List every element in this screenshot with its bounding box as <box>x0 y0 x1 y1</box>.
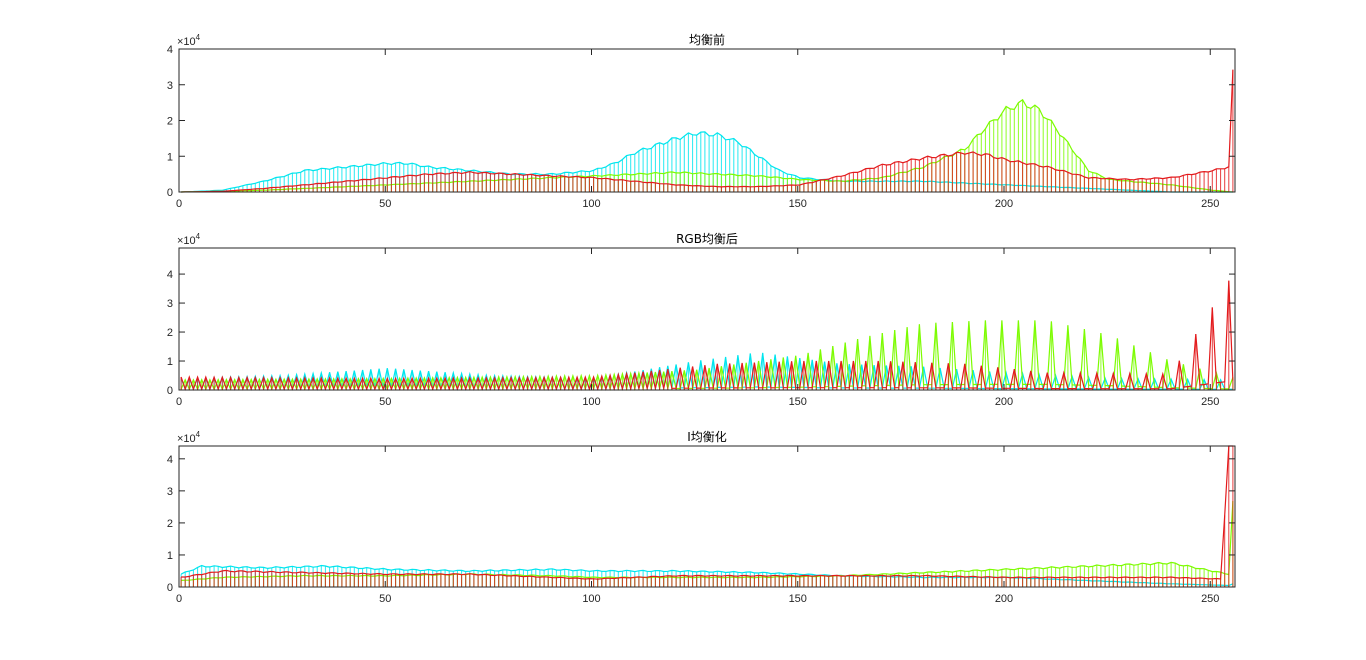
series-line <box>181 69 1234 193</box>
y-exponent-label: ×104 <box>177 430 201 445</box>
series-line <box>181 445 1233 580</box>
series-line <box>180 564 1234 587</box>
x-tick-label: 200 <box>995 198 1013 210</box>
series-line <box>181 500 1234 581</box>
y-tick-label: 2 <box>167 518 173 530</box>
x-tick-label: 100 <box>582 396 600 408</box>
y-exponent-label: ×104 <box>177 33 201 48</box>
series-line <box>180 352 1233 392</box>
y-tick-label: 1 <box>167 356 173 368</box>
y-tick-label: 1 <box>167 151 173 163</box>
series-3 <box>181 69 1234 193</box>
y-tick-label: 4 <box>167 44 173 56</box>
y-tick-label: 3 <box>167 80 173 92</box>
series-line <box>180 280 1234 391</box>
x-tick-label: 150 <box>789 198 807 210</box>
series-line <box>181 131 1233 193</box>
y-tick-label: 1 <box>167 550 173 562</box>
axes-title: 均衡前 <box>689 32 725 47</box>
x-tick-label: 200 <box>995 396 1013 408</box>
y-tick-label: 0 <box>167 385 173 397</box>
series-stems <box>180 446 1234 587</box>
y-tick-label: 4 <box>167 454 173 466</box>
x-tick-label: 0 <box>176 593 182 605</box>
y-tick-label: 3 <box>167 486 173 498</box>
y-exponent-power: 4 <box>196 232 201 241</box>
x-tick-label: 150 <box>789 593 807 605</box>
axes-box <box>178 247 1236 391</box>
y-tick-label: 4 <box>167 269 173 281</box>
x-tick-label: 100 <box>582 198 600 210</box>
x-tick-label: 50 <box>379 396 391 408</box>
y-exponent-label: ×104 <box>177 232 201 247</box>
x-tick-label: 50 <box>379 198 391 210</box>
y-tick-label: 3 <box>167 298 173 310</box>
y-tick-label: 2 <box>167 327 173 339</box>
y-tick-label: 0 <box>167 582 173 594</box>
series-3 <box>180 445 1234 587</box>
axes-title: RGB均衡后 <box>676 232 738 246</box>
x-tick-label: 50 <box>379 593 391 605</box>
x-tick-label: 0 <box>176 396 182 408</box>
y-tick-label: 0 <box>167 187 173 199</box>
axes-title: I均衡化 <box>687 430 727 444</box>
y-exponent-power: 4 <box>196 430 201 439</box>
series-stems <box>184 69 1234 192</box>
x-tick-label: 250 <box>1201 198 1219 210</box>
x-tick-label: 250 <box>1201 396 1219 408</box>
axes-box <box>178 445 1236 588</box>
x-tick-label: 250 <box>1201 593 1219 605</box>
x-tick-label: 200 <box>995 593 1013 605</box>
y-tick-label: 2 <box>167 116 173 128</box>
x-tick-label: 0 <box>176 198 182 210</box>
y-exponent-power: 4 <box>196 33 201 42</box>
x-tick-label: 150 <box>789 396 807 408</box>
x-tick-label: 100 <box>582 593 600 605</box>
series-line <box>181 98 1233 193</box>
